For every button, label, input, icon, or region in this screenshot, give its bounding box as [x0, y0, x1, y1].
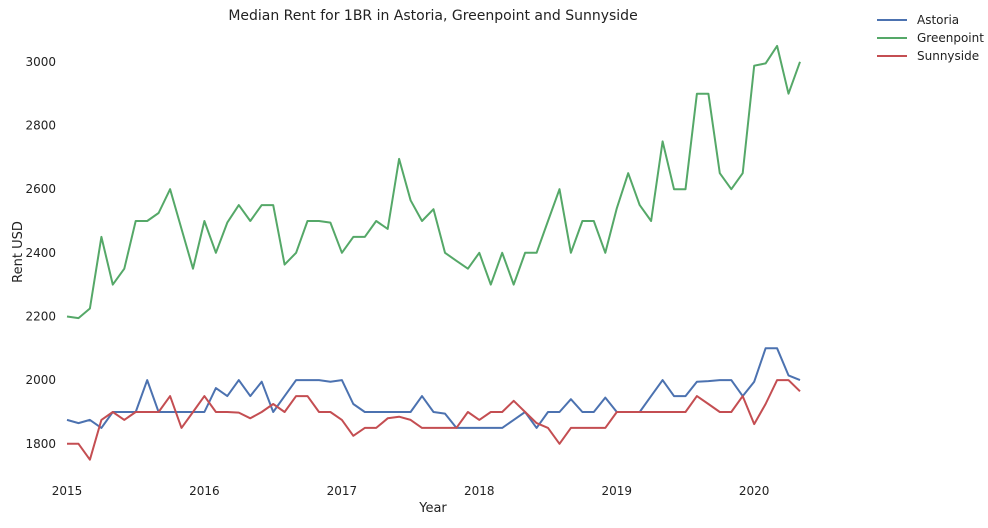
x-tick-label: 2019	[601, 484, 632, 498]
x-tick-label: 2018	[464, 484, 495, 498]
series-lines	[66, 44, 801, 461]
y-tick-label: 2200	[25, 309, 56, 323]
x-tick-label: 2015	[52, 484, 83, 498]
x-tick-label: 2017	[327, 484, 358, 498]
series-line-sunnyside	[67, 379, 801, 461]
x-tick-label: 2016	[189, 484, 220, 498]
y-tick-label: 2400	[25, 246, 56, 260]
series-line-astoria	[66, 347, 801, 429]
y-tick-label: 2000	[25, 373, 56, 387]
y-tick-label: 3000	[25, 55, 56, 69]
x-axis-ticks: 2015 2016 2017 2018 2019 2020	[52, 484, 770, 498]
legend-label-greenpoint: Greenpoint	[917, 31, 984, 45]
y-axis-ticks: 1800 2000 2200 2400 2600 2800 3000	[25, 55, 56, 451]
y-tick-label: 2600	[25, 182, 56, 196]
y-tick-label: 1800	[25, 437, 56, 451]
series-line-greenpoint	[66, 44, 801, 320]
x-axis-label: Year	[418, 501, 447, 516]
legend-label-sunnyside: Sunnyside	[917, 49, 979, 63]
legend-label-astoria: Astoria	[917, 13, 959, 27]
x-tick-label: 2020	[739, 484, 770, 498]
legend: Astoria Greenpoint Sunnyside	[877, 13, 984, 63]
chart-title: Median Rent for 1BR in Astoria, Greenpoi…	[228, 8, 637, 24]
y-axis-label: Rent USD	[11, 221, 26, 283]
y-tick-label: 2800	[25, 118, 56, 132]
